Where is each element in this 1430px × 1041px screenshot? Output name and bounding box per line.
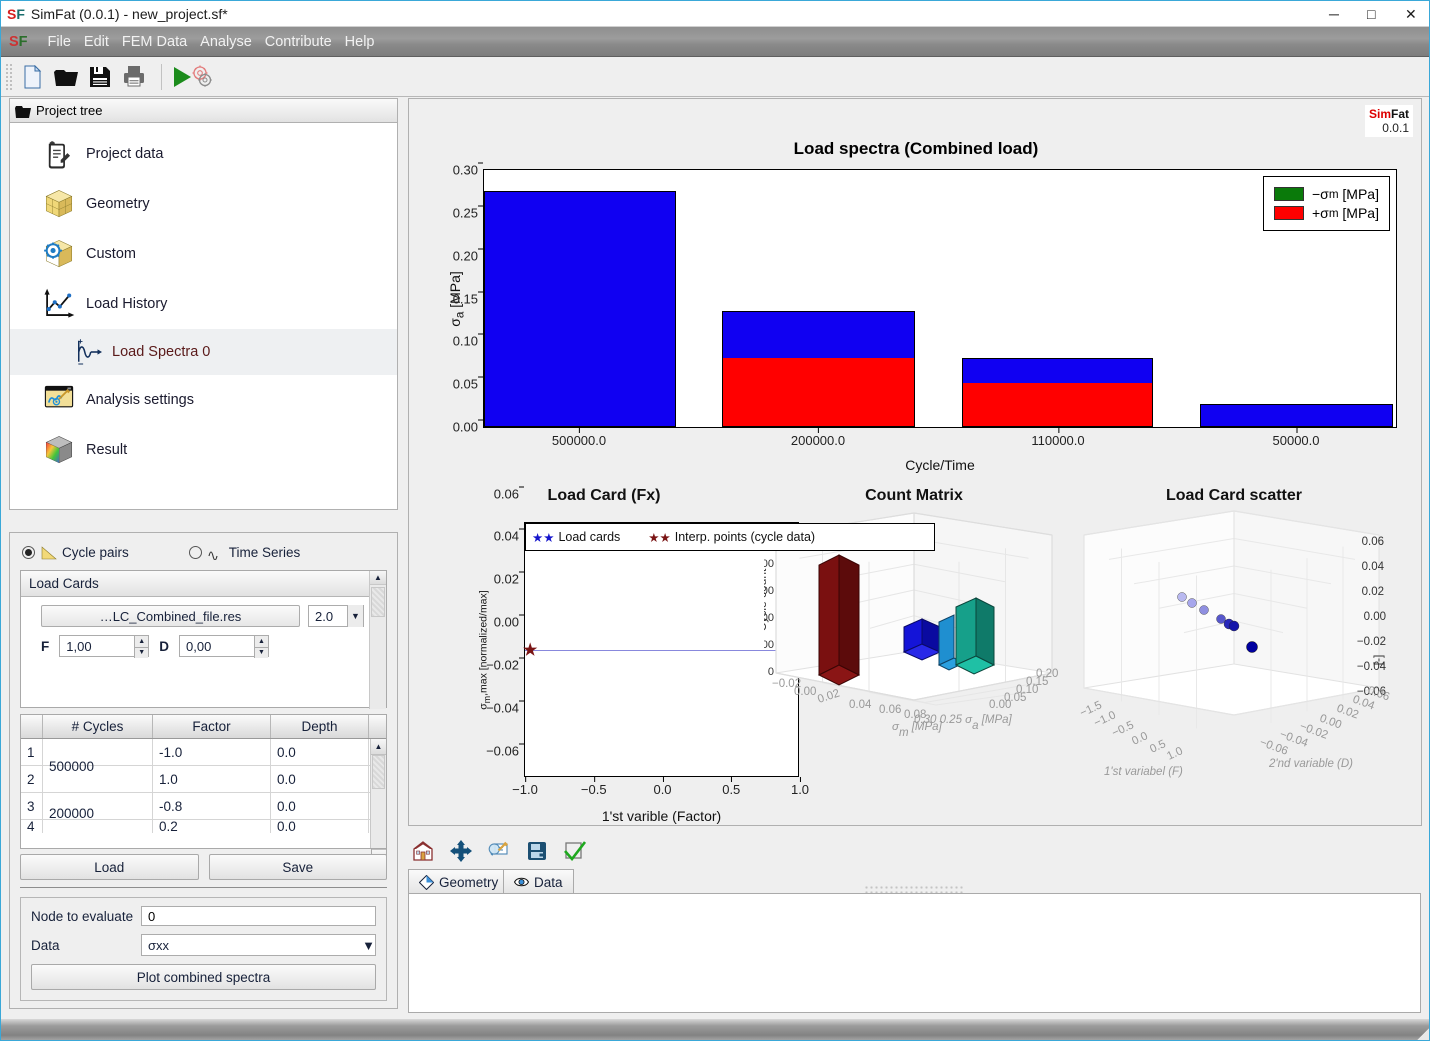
svg-text:0.02: 0.02 (816, 688, 841, 706)
svg-text:–: – (78, 358, 84, 367)
svg-text:1'st variabel (F): 1'st variabel (F) (1104, 766, 1183, 778)
svg-text:0.04: 0.04 (1362, 561, 1385, 573)
svg-text:0.04: 0.04 (849, 699, 872, 711)
svg-text:+: + (78, 337, 83, 346)
svg-text:0.00: 0.00 (1364, 611, 1386, 623)
svg-text:0: 0 (768, 666, 774, 678)
svg-text:0.06: 0.06 (1362, 536, 1384, 548)
svg-text:100000: 100000 (764, 639, 774, 651)
svg-text:0.0: 0.0 (1130, 730, 1150, 748)
svg-text:2'nd variable (D): 2'nd variable (D) (1268, 758, 1353, 770)
svg-text:400000: 400000 (764, 558, 774, 570)
svg-text:[-]: [-] (1373, 655, 1387, 666)
svg-text:1.0: 1.0 (1165, 745, 1185, 763)
svg-text:Cycle count: Cycle count (764, 568, 769, 631)
svg-text:0.06: 0.06 (879, 704, 901, 716)
svg-text:−0.02: −0.02 (1357, 636, 1386, 648)
svg-text:0.00: 0.00 (794, 686, 816, 698)
svg-text:0.20: 0.20 (1036, 668, 1058, 680)
svg-text:0.02: 0.02 (1362, 586, 1384, 598)
